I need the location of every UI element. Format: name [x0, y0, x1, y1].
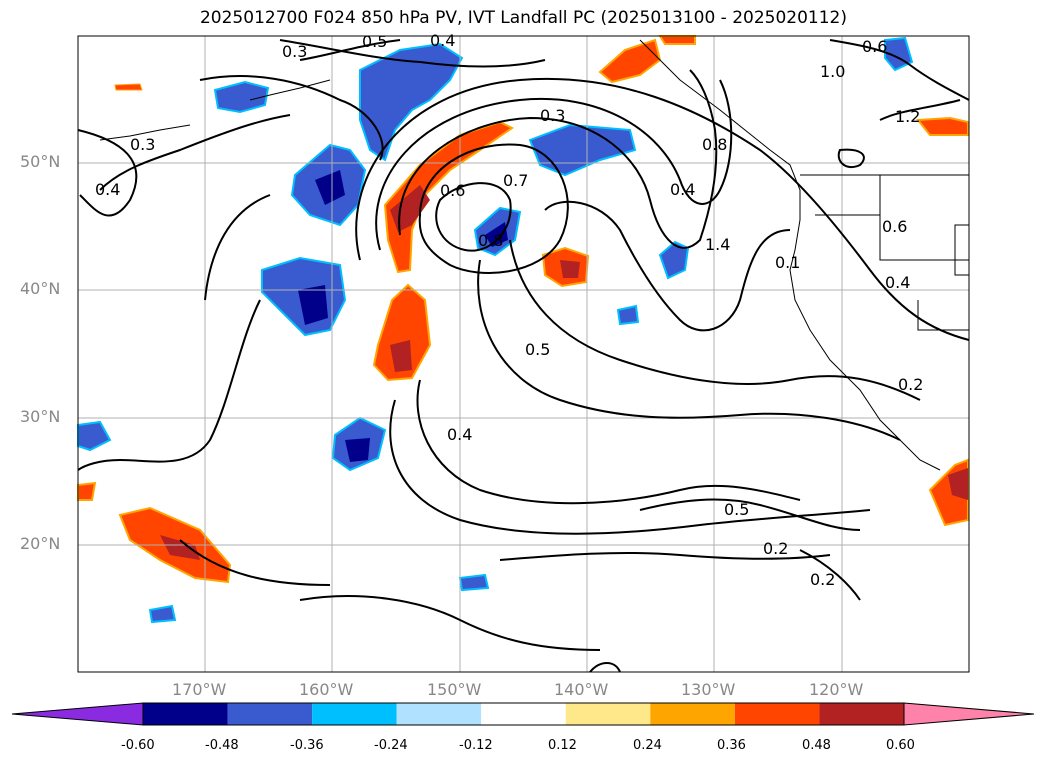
neg-blob-low-core — [485, 222, 508, 247]
contour-label: 0.4 — [95, 180, 120, 199]
colorbar-swatch — [396, 703, 482, 725]
colorbar-extend-low — [11, 702, 144, 726]
contour-label: 0.8 — [702, 135, 727, 154]
lon-tick-label: 170°W — [172, 680, 227, 699]
pos-blob-mid — [372, 283, 432, 382]
contour-label: 0.5 — [525, 340, 550, 359]
lon-tick-label: 120°W — [809, 680, 864, 699]
neg-blob-s1 — [458, 573, 490, 592]
contour-label: 0.3 — [282, 42, 307, 61]
lon-tick-label: 150°W — [427, 680, 482, 699]
colorbar-label: -0.36 — [290, 738, 324, 753]
colorbar-swatch — [227, 703, 313, 725]
contour-label: 0.3 — [130, 135, 155, 154]
pos-blob-small1 — [114, 83, 143, 91]
lat-tick-label: 50°N — [20, 152, 61, 171]
contour-label: 0.4 — [885, 273, 910, 292]
lat-tick-label: 30°N — [20, 407, 61, 426]
pos-blob-se-core — [948, 468, 968, 500]
lon-tick-label: 140°W — [554, 680, 609, 699]
colorbar-label: 0.60 — [886, 738, 915, 753]
pv-filled-regions — [77, 35, 969, 624]
colorbar-border — [142, 702, 905, 726]
colorbar-label: -0.12 — [459, 738, 493, 753]
colorbar-label: 0.36 — [717, 738, 746, 753]
lat-tick-label: 20°N — [20, 534, 61, 553]
colorbar-swatch — [565, 703, 651, 725]
neg-blob-nw-core — [315, 170, 345, 205]
colorbar-label: 0.24 — [633, 738, 662, 753]
contour-label: 0.2 — [898, 375, 923, 394]
neg-blob-south-core — [345, 438, 370, 462]
pos-blob-ne — [916, 116, 969, 136]
contour-label: 0.8 — [478, 231, 503, 250]
contour-label: 1.4 — [705, 235, 730, 254]
contour-label: 0.2 — [810, 570, 835, 589]
contour-label: 0.3 — [540, 106, 565, 125]
contour-label: 0.6 — [862, 37, 887, 56]
colorbar-label: -0.60 — [121, 738, 155, 753]
contour-label: 0.4 — [447, 425, 472, 444]
pv-contours — [77, 39, 970, 673]
contour-label: 1.0 — [820, 62, 845, 81]
map-frame — [77, 35, 970, 673]
colorbar-swatch — [650, 703, 735, 725]
contour-label: 0.7 — [503, 171, 528, 190]
pos-blob-w — [77, 481, 97, 501]
colorbar-swatch — [819, 703, 904, 725]
pos-blob-mid-core — [390, 340, 412, 372]
neg-blob-s3 — [616, 304, 640, 326]
contour-label: 0.2 — [763, 539, 788, 558]
contour-label: 0.6 — [882, 217, 907, 236]
neg-blob-aleut — [213, 80, 270, 114]
colorbar-extend-high — [903, 702, 1035, 726]
colorbar-swatch — [734, 703, 820, 725]
pos-blob-top — [658, 35, 696, 45]
colorbar-swatch — [312, 703, 397, 725]
gridlines — [78, 36, 969, 672]
colorbar-label: 0.48 — [802, 738, 831, 753]
neg-blob-s2 — [148, 604, 177, 624]
colorbar-label: -0.48 — [205, 738, 239, 753]
pos-blob-center-core — [560, 260, 580, 278]
neg-blob-gulf-alaska — [359, 42, 464, 162]
colorbar-label: 0.12 — [548, 738, 577, 753]
lon-tick-label: 130°W — [681, 680, 736, 699]
lon-tick-label: 160°W — [299, 680, 354, 699]
lat-tick-label: 40°N — [20, 279, 61, 298]
contour-label: 0.6 — [440, 181, 465, 200]
colorbar — [11, 702, 1035, 726]
colorbar-swatch — [481, 703, 566, 725]
colorbar-swatch — [143, 703, 228, 725]
contour-labels: 0.3 0.5 0.4 0.6 1.0 0.3 0.3 0.4 0.6 0.7 … — [95, 31, 923, 589]
contour-label: 1.2 — [895, 107, 920, 126]
contour-label: 0.5 — [724, 500, 749, 519]
contour-label: 0.4 — [670, 180, 695, 199]
contour-label: 0.1 — [775, 253, 800, 272]
contour-label: 0.4 — [430, 31, 455, 50]
pos-blob-sw-core — [160, 535, 200, 560]
map-title: 2025012700 F024 850 hPa PV, IVT Landfall… — [199, 8, 847, 28]
neg-blob-mid-core — [298, 285, 328, 325]
contour-label: 0.5 — [362, 32, 387, 51]
colorbar-label: -0.24 — [374, 738, 408, 753]
